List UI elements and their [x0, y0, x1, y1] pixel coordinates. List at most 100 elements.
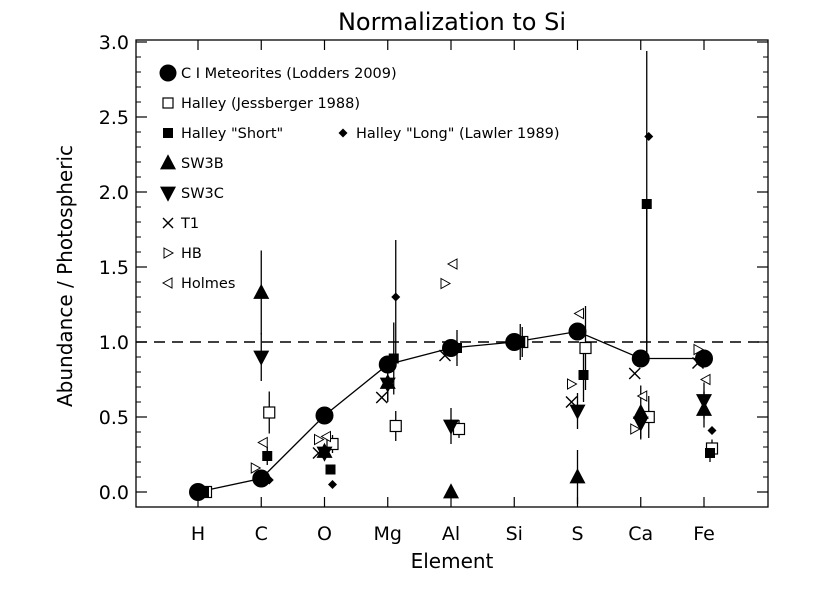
series-1-point	[315, 406, 334, 425]
series-9-point-shape	[699, 373, 711, 386]
series-6-point	[379, 377, 396, 393]
series-5-point-shape	[632, 403, 649, 419]
legend-marker	[159, 64, 177, 82]
series-7-point	[628, 367, 641, 380]
chart-title: Normalization to Si	[338, 8, 566, 36]
series-8-point	[440, 277, 452, 290]
legend-marker-shape	[160, 154, 176, 170]
x-tick-label: H	[191, 523, 205, 545]
series-4-point	[644, 132, 654, 141]
legend-label: SW3B	[181, 156, 224, 172]
legend-label: Holmes	[181, 276, 235, 292]
series-7-point	[375, 391, 388, 404]
series-5-point	[253, 283, 270, 299]
y-axis-label: Abundance / Photospheric	[53, 145, 77, 407]
series-6-point-shape	[379, 377, 396, 393]
series-3-point	[325, 464, 336, 475]
series-1-point-shape	[315, 406, 334, 425]
series-9-point-shape	[573, 307, 584, 320]
series-7-point	[312, 447, 325, 459]
series-3-point	[705, 448, 715, 458]
series-3-point-shape	[388, 353, 399, 364]
series-3-point-shape	[578, 370, 589, 380]
series-8-point-shape	[250, 462, 262, 474]
series-1-point	[695, 349, 713, 368]
series-6-point	[696, 394, 712, 410]
series-4-point-shape	[328, 480, 337, 489]
series-7-point	[439, 349, 451, 362]
x-tick-label: Mg	[374, 523, 402, 545]
series-6-point-shape	[253, 350, 270, 366]
series-3-point-shape	[705, 448, 715, 458]
series-4-point-shape	[707, 426, 717, 435]
legend-marker	[163, 128, 173, 138]
series-7-point-stroke-b	[628, 367, 641, 380]
y-tick-label: 0.5	[99, 407, 129, 429]
series-9-point	[320, 430, 331, 443]
series-2-point-shape	[263, 406, 276, 419]
series-6-point-shape	[443, 419, 459, 435]
x-tick-label: Fe	[693, 523, 715, 545]
y-tick-label: 0.0	[99, 482, 129, 504]
series-6-point-shape	[696, 394, 712, 410]
x-tick-label: C	[255, 523, 268, 545]
series-3-point	[452, 343, 462, 353]
y-tick-label: 3.0	[99, 32, 129, 54]
series-6-point	[632, 416, 649, 432]
x-axis-label: Element	[411, 549, 494, 573]
series-8-point	[567, 378, 578, 390]
series-7-point-stroke-b	[692, 357, 704, 369]
series-8-point	[314, 433, 325, 446]
series-2-point-shape	[389, 419, 402, 433]
series-7-point-stroke-b	[312, 447, 325, 459]
legend-label: HB	[181, 246, 202, 262]
legend-marker	[161, 277, 173, 289]
series-9-point-shape	[257, 436, 268, 449]
series-8-point	[250, 462, 262, 474]
series-6-point-shape	[569, 404, 586, 420]
x-tick-label: S	[571, 523, 583, 545]
series-6-point	[443, 419, 459, 435]
y-tick-label: 2.5	[99, 107, 129, 129]
legend-marker-stroke-b	[162, 217, 174, 229]
series-3-point	[388, 353, 399, 364]
series-3-point	[262, 451, 273, 461]
legend-label: SW3C	[181, 186, 224, 202]
series-1-point	[631, 349, 650, 368]
legend-marker-shape	[162, 97, 174, 109]
legend-label: T1	[180, 216, 199, 232]
series-9-point	[699, 373, 711, 386]
legend-marker-shape	[159, 64, 177, 82]
x-tick-label: O	[317, 523, 332, 545]
series-8-point-shape	[567, 378, 578, 390]
series-5-point-shape	[569, 468, 586, 484]
series-7-point-stroke-b	[565, 396, 578, 408]
series-9-point-shape	[636, 390, 648, 402]
legend-label: Halley "Short"	[181, 126, 283, 142]
series-8-point-shape	[314, 433, 325, 446]
legend-marker	[162, 97, 174, 109]
series-9-point-shape	[446, 258, 458, 270]
series-2-point-shape	[579, 341, 592, 355]
series-4-point	[391, 292, 401, 302]
series-3-point	[199, 487, 209, 497]
series-1-point-shape	[252, 469, 271, 488]
legend-marker	[160, 154, 176, 170]
legend-label: C I Meteorites (Lodders 2009)	[181, 66, 397, 82]
series-6-point	[569, 404, 586, 420]
series-3-point	[641, 199, 652, 209]
legend-label: Halley "Long" (Lawler 1989)	[356, 126, 560, 142]
x-tick-label: Ca	[628, 523, 653, 545]
legend-marker-shape	[160, 186, 176, 202]
legend-marker-shape	[163, 247, 175, 259]
series-8-point	[630, 423, 641, 435]
series-8-point-shape	[693, 343, 705, 356]
series-4-point	[328, 480, 337, 489]
legend-label: Halley (Jessberger 1988)	[181, 96, 360, 112]
legend-marker	[160, 186, 176, 202]
series-5-point	[569, 468, 586, 484]
series-9-point-shape	[320, 430, 331, 443]
legend-marker	[162, 217, 174, 229]
legend: C I Meteorites (Lodders 2009) Halley (Jes…	[159, 64, 560, 292]
